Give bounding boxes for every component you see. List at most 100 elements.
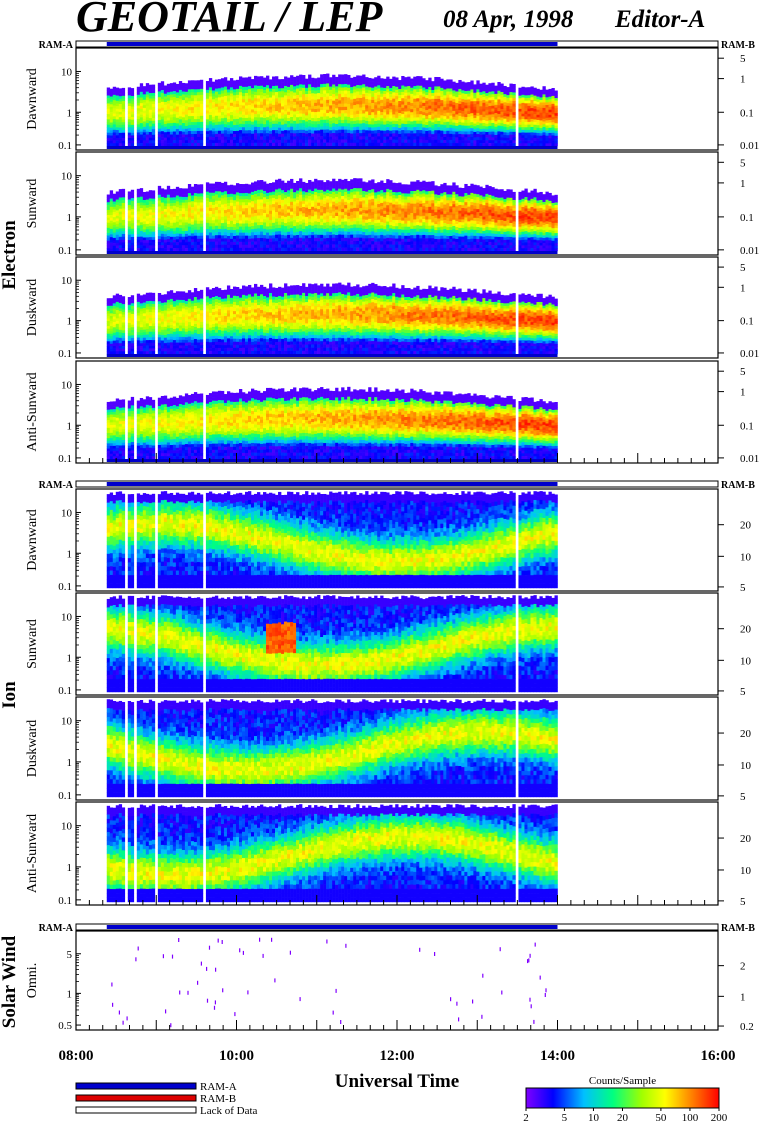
spectrogram-cell [263, 185, 266, 188]
spectrogram-cell [188, 184, 191, 187]
spectrogram-cell [113, 209, 116, 212]
spectrogram-cell [110, 102, 113, 105]
spectrogram-cell [404, 121, 407, 124]
spectrogram-cell [329, 90, 332, 93]
spectrogram-cell [536, 107, 539, 110]
spectrogram-cell [281, 103, 284, 106]
spectrogram-cell [230, 203, 233, 206]
spectrogram-cell [164, 223, 167, 226]
spectrogram-cell [149, 138, 152, 141]
spectrogram-cell [302, 107, 305, 111]
spectrogram-cell [416, 117, 419, 120]
spectrogram-cell [296, 225, 299, 228]
spectrogram-cell [293, 99, 296, 102]
spectrogram-cell [272, 102, 275, 105]
spectrogram-cell [152, 143, 155, 146]
spectrogram-cell [236, 223, 239, 226]
spectrogram-cell [449, 89, 452, 92]
spectrogram-cell [296, 191, 299, 194]
spectrogram-cell [245, 99, 248, 102]
spectrogram-cell [308, 228, 311, 232]
spectrogram-cell [248, 212, 251, 215]
spectrogram-cell [128, 200, 131, 203]
spectrogram-cell [185, 197, 188, 200]
spectrogram-cell [302, 223, 305, 226]
spectrogram-cell [329, 121, 332, 124]
spectrogram-cell [194, 220, 197, 223]
spectrogram-cell [194, 236, 197, 239]
spectrogram-cell [188, 116, 191, 119]
spectrogram-cell [338, 139, 341, 143]
spectrogram-cell [539, 128, 542, 131]
spectrogram-cell [548, 128, 551, 131]
spectrogram-cell [230, 248, 233, 251]
spectrogram-cell [128, 111, 131, 114]
spectrogram-cell [338, 202, 341, 206]
spectrogram-cell [296, 229, 299, 232]
spectrogram-cell [260, 133, 263, 136]
spectrogram-cell [341, 193, 344, 197]
spectrogram-cell [224, 238, 227, 241]
spectrogram-cell [119, 141, 122, 144]
spectrogram-cell [488, 106, 491, 109]
spectrogram-cell [479, 92, 482, 95]
right-tick-label: 0.1 [740, 107, 754, 119]
spectrogram-cell [194, 116, 197, 119]
spectrogram-cell [287, 130, 290, 133]
spectrogram-cell [326, 241, 329, 245]
spectrogram-cell [128, 218, 131, 221]
spectrogram-cell [122, 217, 125, 220]
spectrogram-cell [287, 206, 290, 209]
spectrogram-cell [434, 80, 437, 83]
spectrogram-cell [278, 218, 281, 222]
spectrogram-cell [152, 212, 155, 215]
spectrogram-cell [242, 239, 245, 242]
spectrogram-cell [434, 99, 437, 102]
spectrogram-cell [290, 120, 293, 124]
spectrogram-cell [158, 134, 161, 137]
spectrogram-cell [287, 115, 290, 118]
spectrogram-cell [500, 129, 503, 132]
spectrogram-cell [269, 119, 272, 122]
spectrogram-cell [533, 109, 536, 112]
spectrogram-cell [446, 122, 449, 125]
spectrogram-cell [182, 242, 185, 245]
spectrogram-cell [449, 134, 452, 137]
spectrogram-cell [539, 110, 542, 113]
spectrogram-cell [416, 108, 419, 111]
spectrogram-cell [188, 217, 191, 220]
spectrogram-cell [254, 219, 257, 222]
spectrogram-cell [458, 101, 461, 104]
spectrogram-cell [431, 96, 434, 99]
spectrogram-cell [329, 188, 332, 191]
spectrogram-cell [212, 128, 215, 131]
spectrogram-cell [302, 210, 305, 213]
spectrogram-cell [305, 214, 308, 217]
spectrogram-cell [491, 114, 494, 117]
spectrogram-cell [290, 88, 293, 92]
spectrogram-cell [269, 125, 272, 128]
spectrogram-cell [473, 93, 476, 96]
spectrogram-cell [281, 128, 284, 131]
spectrogram-cell [461, 111, 464, 114]
spectrogram-cell [555, 106, 558, 109]
spectrogram-cell [227, 104, 230, 107]
spectrogram-cell [212, 223, 215, 226]
spectrogram-cell [113, 122, 116, 125]
spectrogram-cell [386, 114, 389, 117]
spectrogram-cell [341, 196, 344, 200]
spectrogram-cell [353, 108, 356, 111]
spectrogram-cell [113, 215, 116, 218]
spectrogram-cell [227, 248, 230, 251]
spectrogram-cell [305, 223, 308, 226]
spectrogram-cell [113, 248, 116, 251]
spectrogram-cell [434, 77, 437, 80]
spectrogram-cell [197, 125, 200, 128]
spectrogram-cell [236, 119, 239, 122]
spectrogram-cell [245, 248, 248, 251]
spectrogram-cell [170, 197, 173, 200]
spectrogram-cell [485, 138, 488, 141]
spectrogram-cell [311, 213, 314, 216]
spectrogram-cell [185, 86, 188, 89]
spectrogram-cell [158, 248, 161, 251]
